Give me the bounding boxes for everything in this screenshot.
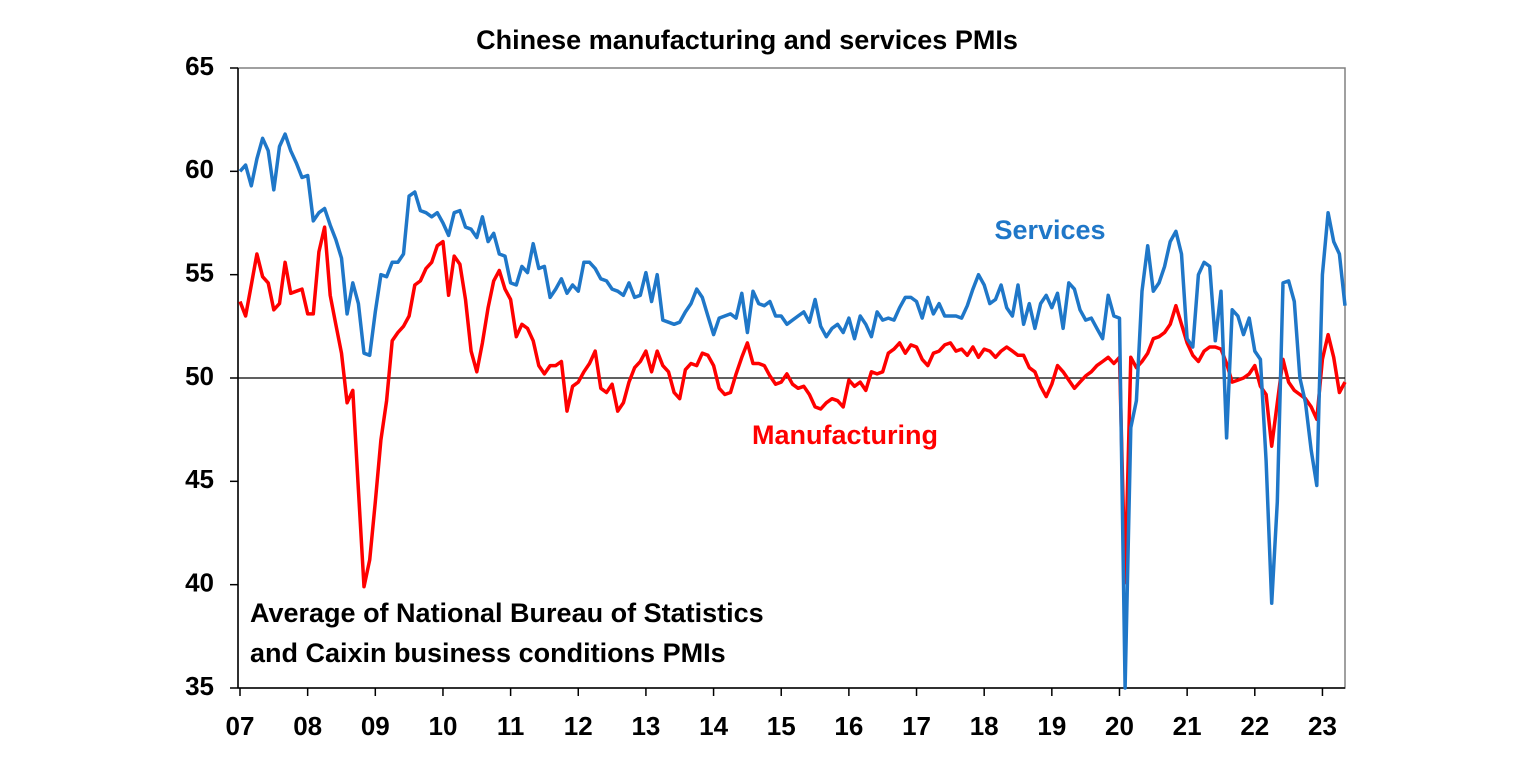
x-tick-label: 22 (1240, 711, 1269, 741)
x-tick-label: 15 (767, 711, 796, 741)
x-tick-label: 16 (834, 711, 863, 741)
series-label: Services (994, 215, 1105, 245)
y-tick-label: 40 (185, 568, 214, 598)
x-tick-label: 07 (226, 711, 255, 741)
x-tick-label: 23 (1308, 711, 1337, 741)
x-tick-label: 13 (631, 711, 660, 741)
y-tick-label: 55 (185, 258, 214, 288)
y-tick-label: 50 (185, 361, 214, 391)
x-tick-label: 18 (970, 711, 999, 741)
x-tick-label: 08 (293, 711, 322, 741)
x-tick-label: 12 (564, 711, 593, 741)
x-tick-label: 11 (497, 711, 525, 741)
x-tick-label: 10 (428, 711, 457, 741)
y-tick-label: 35 (185, 671, 214, 701)
x-tick-label: 20 (1105, 711, 1134, 741)
x-tick-label: 14 (699, 711, 728, 741)
note: Average of National Bureau of Statistics (250, 598, 764, 628)
y-tick-label: 45 (185, 464, 214, 494)
x-tick-label: 21 (1173, 711, 1202, 741)
x-tick-label: 17 (902, 711, 931, 741)
x-tick-label: 09 (361, 711, 390, 741)
series-label: Manufacturing (752, 420, 938, 450)
chart-title: Chinese manufacturing and services PMIs (476, 25, 1018, 55)
x-tick-label: 19 (1037, 711, 1066, 741)
y-tick-label: 60 (185, 154, 214, 184)
series-line (238, 132, 1347, 690)
series-line (238, 225, 1347, 589)
note: and Caixin business conditions PMIs (250, 638, 726, 668)
y-tick-label: 65 (185, 51, 214, 81)
